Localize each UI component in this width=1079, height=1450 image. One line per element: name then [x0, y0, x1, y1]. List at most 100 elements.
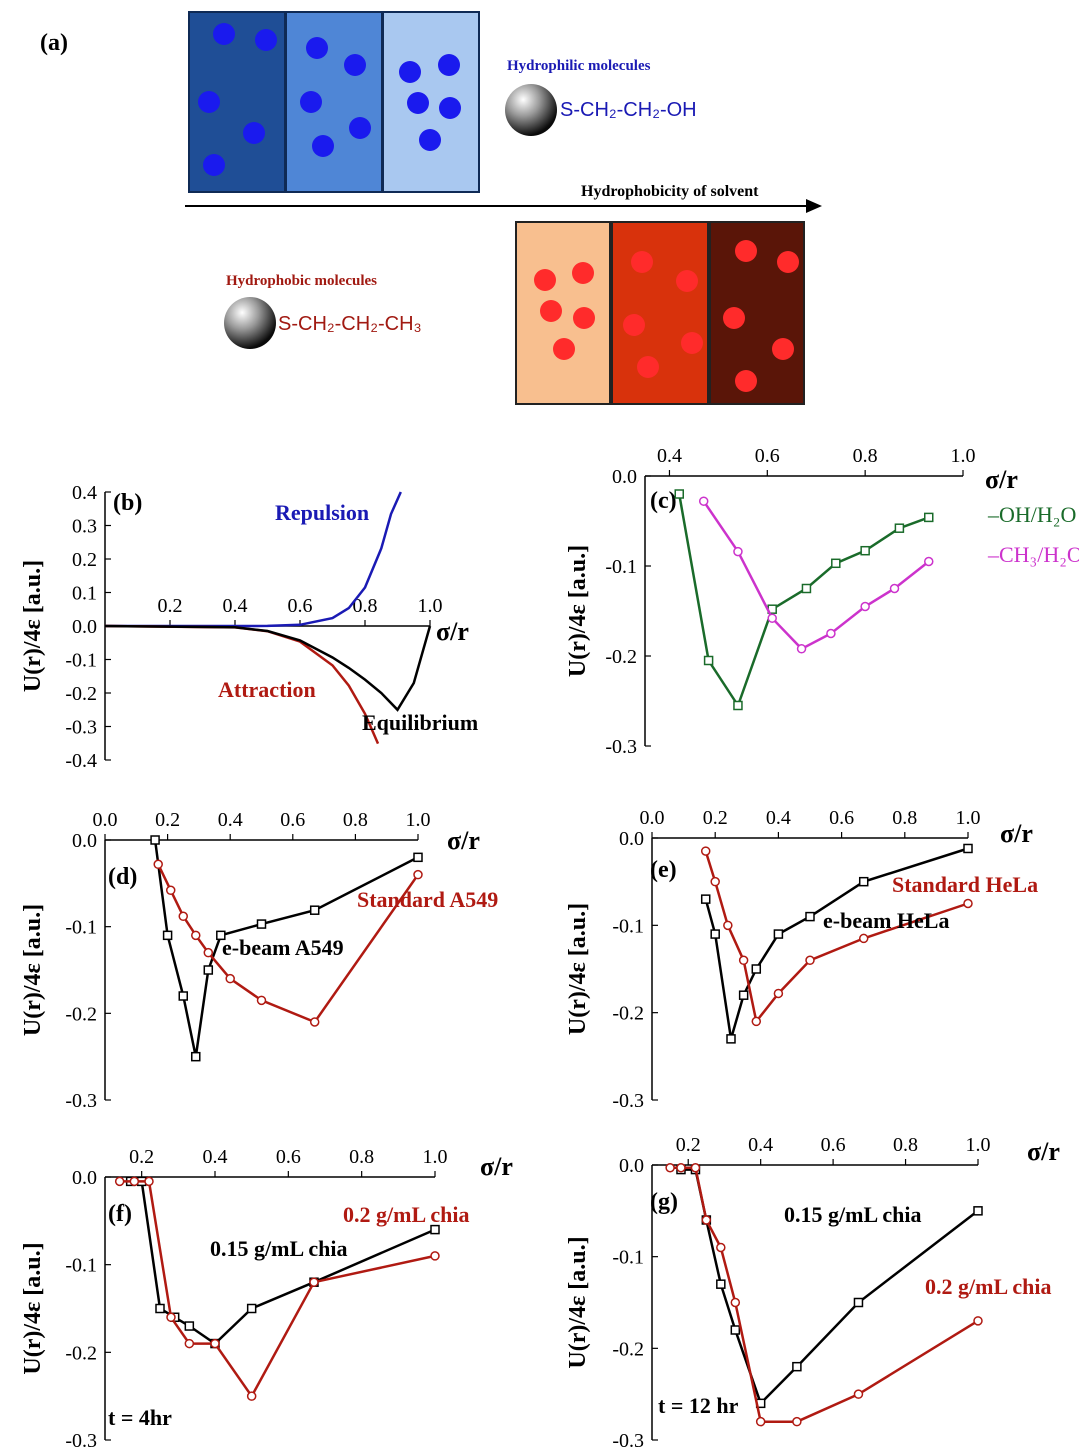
annotation: t = 4hr	[108, 1405, 172, 1430]
data-point	[155, 1303, 165, 1314]
panel-label-f: (f)	[108, 1201, 132, 1227]
data-point	[144, 1176, 154, 1187]
panel-label-e: (e)	[650, 857, 677, 883]
data-point	[733, 546, 743, 557]
data-point	[246, 1303, 257, 1314]
data-point	[210, 1338, 220, 1349]
y-tick-label: -0.4	[65, 750, 97, 772]
y-tick-label: -0.3	[612, 1090, 644, 1112]
data-point	[430, 1224, 440, 1235]
annotation: Attraction	[218, 677, 316, 702]
data-point	[203, 947, 214, 958]
data-point	[730, 1297, 741, 1308]
x-tick-label: 0.6	[829, 807, 854, 829]
data-point	[773, 929, 784, 939]
data-point	[178, 991, 188, 1001]
x-tick-label: 0.4	[766, 807, 791, 829]
data-point	[853, 1297, 864, 1308]
annotation: e-beam HeLa	[823, 908, 949, 933]
data-point	[924, 512, 934, 523]
hydrophobic-particle	[224, 297, 276, 349]
y-tick-label: -0.2	[65, 1003, 97, 1025]
annotation: Standard HeLa	[892, 872, 1038, 897]
data-point	[114, 1176, 125, 1187]
data-point	[973, 1206, 983, 1216]
y-tick-label: 0.0	[612, 466, 637, 488]
annotation: e-beam A549	[222, 935, 344, 960]
data-point	[203, 965, 214, 975]
solvent-box-red-orange	[611, 221, 709, 405]
x-tick-label: 0.4	[203, 1146, 228, 1168]
x-tick-label: 1.0	[951, 445, 976, 467]
data-point	[738, 955, 749, 966]
y-tick-label: -0.3	[65, 717, 97, 739]
hydrophobic-label: Hydrophobic molecules	[226, 273, 377, 289]
x-axis-label: σ/r	[480, 1152, 513, 1181]
data-point	[430, 1251, 440, 1261]
x-tick-label: 0.6	[276, 1146, 301, 1168]
data-point	[129, 1176, 140, 1187]
hydrophilic-formula: S-CH₂-CH₂-OH	[560, 99, 697, 121]
data-point	[184, 1321, 195, 1331]
hydrophilic-molecule-dots	[198, 23, 461, 176]
data-point	[309, 905, 320, 915]
solvent-box-light-orange	[515, 221, 611, 405]
x-tick-label: 0.6	[821, 1134, 846, 1156]
y-axis-label: U(r)/4ε [a.u.]	[20, 560, 46, 692]
x-axis-label: σ/r	[1000, 819, 1033, 848]
x-tick-label: 0.8	[353, 595, 378, 617]
annotation: Repulsion	[275, 500, 369, 525]
series-line-2	[104, 624, 432, 712]
x-tick-label: 0.8	[893, 1134, 918, 1156]
x-tick-label: 0.2	[155, 809, 180, 831]
x-axis-label: σ/r	[447, 826, 480, 855]
x-tick-label: 0.2	[129, 1146, 154, 1168]
x-tick-label: 1.0	[423, 1146, 448, 1168]
data-point	[723, 920, 733, 931]
series-line-0	[105, 491, 402, 628]
y-tick-label: -0.2	[612, 1338, 644, 1360]
hydrophobicity-schematic: (a) Hydrophilic molecules S-CH₂-CH₂-OH H…	[40, 11, 822, 405]
x-tick-label: 1.0	[406, 809, 431, 831]
y-tick-label: -0.3	[65, 1430, 97, 1450]
data-point	[184, 1338, 195, 1349]
data-point	[710, 876, 720, 887]
data-point	[710, 929, 720, 939]
data-point	[701, 1215, 712, 1225]
x-tick-label: 1.0	[418, 595, 443, 617]
x-tick-label: 0.8	[343, 809, 368, 831]
y-tick-label: -0.2	[65, 1342, 97, 1364]
data-point	[767, 613, 777, 623]
panel-label-b: (b)	[113, 490, 142, 516]
x-axis-label: σ/r	[985, 465, 1018, 494]
x-tick-label: 0.6	[288, 595, 313, 617]
x-tick-label: 0.8	[853, 445, 878, 467]
data-point	[178, 911, 188, 922]
y-tick-label: -0.3	[605, 736, 637, 758]
x-tick-label: 0.2	[703, 807, 728, 829]
panel-label-a: (a)	[40, 30, 68, 56]
data-point	[162, 930, 173, 941]
data-point	[963, 843, 973, 854]
x-tick-label: 0.6	[280, 809, 305, 831]
y-tick-label: 0.3	[72, 516, 97, 538]
y-tick-label: -0.3	[65, 1090, 97, 1112]
hydrophobic-formula: S-CH₂-CH₂-CH₃	[278, 313, 422, 335]
y-tick-label: -0.1	[65, 917, 97, 939]
x-tick-label: 0.4	[748, 1134, 773, 1156]
legend-entry: –OH/H₂O	[987, 502, 1076, 527]
y-tick-label: -0.2	[65, 683, 97, 705]
data-point	[792, 1361, 802, 1372]
annotation: 0.15 g/mL chia	[784, 1202, 922, 1227]
data-point	[665, 1163, 675, 1173]
x-tick-label: 0.8	[892, 807, 917, 829]
data-point	[751, 964, 762, 974]
data-point	[858, 933, 869, 944]
x-tick-label: 1.0	[966, 1134, 991, 1156]
x-tick-label: 0.2	[158, 595, 183, 617]
x-tick-label: 0.4	[223, 595, 248, 617]
data-point	[792, 1416, 802, 1427]
